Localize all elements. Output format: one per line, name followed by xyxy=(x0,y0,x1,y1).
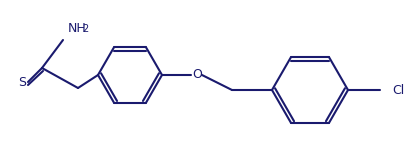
Text: 2: 2 xyxy=(82,24,88,34)
Text: Cl: Cl xyxy=(392,84,404,96)
Text: O: O xyxy=(192,69,202,81)
Text: S: S xyxy=(18,75,26,88)
Text: NH: NH xyxy=(68,21,87,34)
